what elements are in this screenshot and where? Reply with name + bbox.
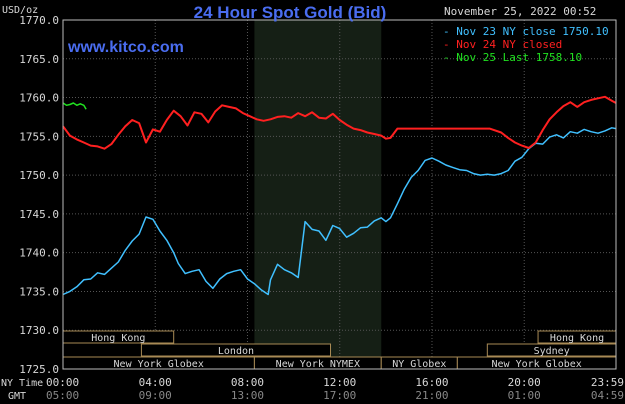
- x-tick-label-gmt: 21:00: [415, 389, 448, 402]
- series-lines: [62, 95, 617, 296]
- y-tick-labels: 1770.0 1765.0 1760.0 1755.0 1750.0 1745.0 1740…: [19, 14, 59, 376]
- legend-item: - Nov 25 Last 1758.10: [443, 51, 582, 64]
- y-tick-label: 1735.0: [19, 285, 59, 298]
- y-tick-label: 1740.0: [19, 247, 59, 260]
- session-label: New York Globex: [492, 359, 582, 370]
- y-tick-label: 1750.0: [19, 169, 59, 182]
- session-label: NY Globex: [392, 359, 446, 370]
- y-tick-label: 1755.0: [19, 130, 59, 143]
- x-tick-label-ny: 16:00: [415, 376, 448, 389]
- ny-time-axis-label: NY Time: [1, 378, 43, 389]
- session-label: Hong Kong: [550, 333, 604, 344]
- x-tick-label-gmt: 17:00: [323, 389, 356, 402]
- y-tick-label: 1725.0: [19, 363, 59, 376]
- session-label: New York NYMEX: [276, 359, 360, 370]
- legend: - Nov 23 NY close 1750.10- Nov 24 NY clo…: [443, 25, 609, 64]
- x-tick-label-ny: 20:00: [508, 376, 541, 389]
- legend-item: - Nov 24 NY closed: [443, 38, 562, 51]
- x-tick-label-gmt: 09:00: [139, 389, 172, 402]
- plot-frame: [62, 19, 617, 370]
- session-label: Sydney: [534, 346, 570, 357]
- session-bar: [140, 343, 332, 357]
- x-tick-label-ny: 08:00: [231, 376, 264, 389]
- x-tick-label-gmt: 13:00: [231, 389, 264, 402]
- x-tick-label-gmt: 04:59: [591, 389, 624, 402]
- watermark-url: www.kitco.com: [67, 39, 184, 56]
- legend-item: - Nov 23 NY close 1750.10: [443, 25, 609, 38]
- nymex-shaded-period: [254, 20, 382, 369]
- session-label: New York Globex: [114, 359, 204, 370]
- series-line-2: [62, 95, 617, 150]
- x-tick-label-ny: 04:00: [139, 376, 172, 389]
- x-tick-label-ny: 00:00: [46, 376, 79, 389]
- y-tick-label: 1760.0: [19, 92, 59, 105]
- y-tick-label: 1730.0: [19, 324, 59, 337]
- y-unit-label: USD/oz: [2, 5, 38, 16]
- x-tick-label-gmt: 01:00: [508, 389, 541, 402]
- session-label: Hong Kong: [91, 333, 145, 344]
- x-tick-label-gmt: 05:00: [46, 389, 79, 402]
- x-tick-label-ny: 23:59: [591, 376, 624, 389]
- gmt-axis-label: GMT: [8, 391, 26, 402]
- market-sessions: Hong Kong Hong Kong London Sydney New York G…: [62, 330, 617, 370]
- series-line-3: [62, 102, 87, 110]
- x-tick-label-ny: 12:00: [323, 376, 356, 389]
- session-label: London: [218, 346, 254, 357]
- timestamp: November 25, 2022 00:52: [444, 5, 596, 18]
- y-tick-label: 1770.0: [19, 14, 59, 27]
- y-tick-label: 1765.0: [19, 53, 59, 66]
- chart-title: 24 Hour Spot Gold (Bid): [194, 3, 387, 22]
- y-tick-label: 1745.0: [19, 208, 59, 221]
- series-line-1: [62, 127, 617, 296]
